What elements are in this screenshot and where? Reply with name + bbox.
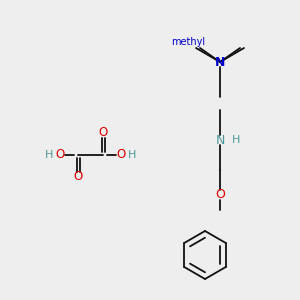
Text: N: N	[215, 56, 225, 68]
Text: H: H	[232, 135, 240, 145]
Text: H: H	[128, 150, 136, 160]
Text: O: O	[215, 188, 225, 202]
Text: N: N	[215, 134, 225, 146]
Text: H: H	[45, 150, 53, 160]
Text: methyl: methyl	[171, 37, 205, 47]
Text: O: O	[98, 127, 108, 140]
Text: O: O	[74, 170, 82, 184]
Text: O: O	[56, 148, 64, 161]
Text: O: O	[116, 148, 126, 161]
